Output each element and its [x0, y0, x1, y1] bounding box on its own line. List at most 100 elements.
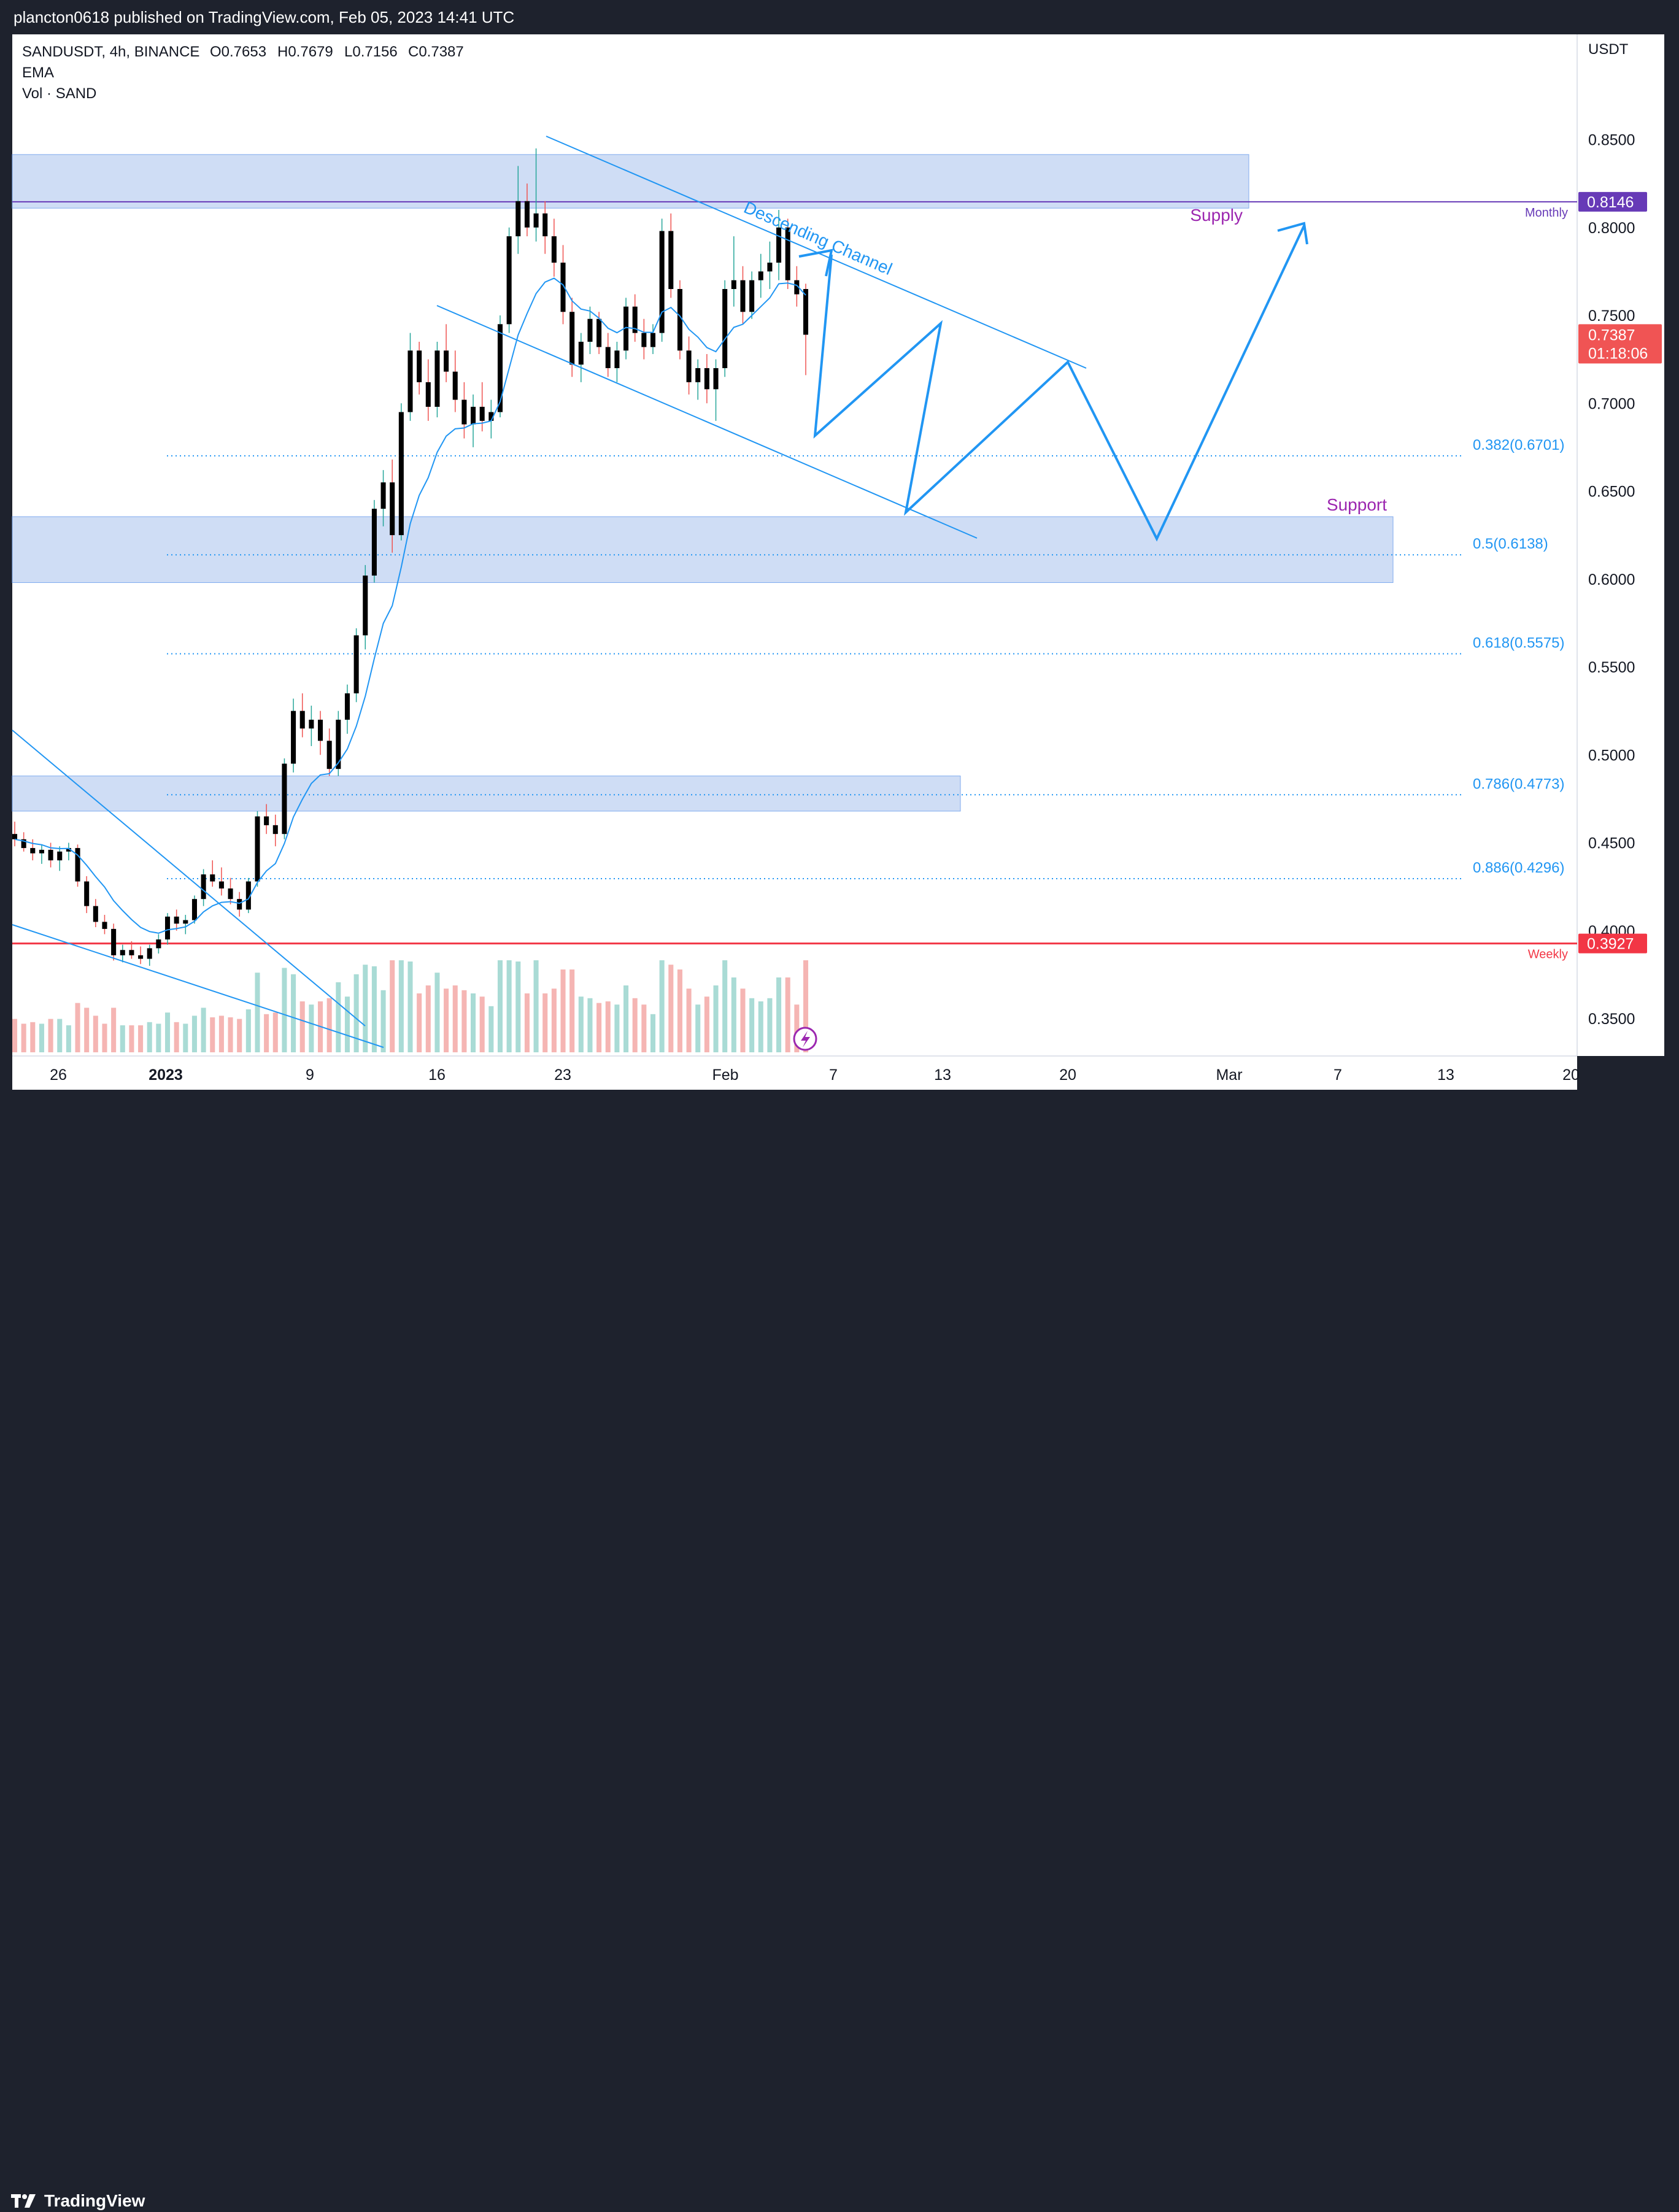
candle-body: [48, 849, 53, 861]
zone-label: Supply: [1190, 206, 1243, 225]
candle-body: [326, 741, 332, 769]
time-axis[interactable]: [12, 1056, 1577, 1090]
candle-body: [605, 347, 611, 368]
candle-body: [803, 289, 809, 335]
volume-bar: [299, 1001, 305, 1052]
candle-body: [336, 719, 341, 769]
candle-body: [264, 816, 269, 825]
level-badge-value: 0.3927: [1587, 936, 1634, 953]
volume-bar: [363, 965, 368, 1052]
volume-bar: [21, 1023, 26, 1052]
volume-bar: [309, 1004, 314, 1052]
time-tick: 20: [1562, 1066, 1580, 1084]
ema-line: [14, 277, 806, 934]
tradingview-logo[interactable]: TradingView: [11, 2191, 145, 2211]
volume-bar: [93, 1015, 98, 1052]
volume-bar: [668, 965, 674, 1052]
price-tick: 0.8000: [1588, 220, 1635, 237]
time-tick: 16: [428, 1066, 446, 1084]
wedge-upper-line[interactable]: [12, 730, 366, 1027]
zone-box[interactable]: [12, 776, 961, 812]
candle-body: [452, 371, 458, 400]
volume-bar: [129, 1025, 134, 1052]
candle-body: [66, 848, 71, 852]
zone-box[interactable]: [12, 154, 1249, 209]
candle-body: [371, 509, 377, 576]
candle-body: [344, 693, 350, 720]
volume-bar: [336, 982, 341, 1052]
volume-bar: [740, 988, 746, 1052]
legend-close: C0.7387: [408, 44, 464, 60]
candle-body: [425, 382, 431, 407]
time-tick: 13: [934, 1066, 951, 1084]
candle-body: [156, 939, 161, 949]
volume-bar: [407, 961, 413, 1052]
time-tick: 20: [1059, 1066, 1076, 1084]
volume-bar: [39, 1023, 44, 1052]
level-badge: [1578, 933, 1647, 954]
volume-bar: [596, 1003, 602, 1052]
candle-body: [218, 881, 224, 888]
projection-arrowhead-2: [1277, 222, 1308, 245]
candle-body: [75, 848, 80, 882]
volume-bar: [147, 1022, 152, 1052]
candle-body: [578, 341, 584, 365]
last-price-badge: [1578, 324, 1662, 364]
candle-body: [299, 711, 305, 729]
volume-bar: [461, 990, 467, 1052]
bolt-icon[interactable]: [793, 1027, 817, 1051]
volume-bar: [102, 1023, 107, 1052]
volume-bar: [326, 998, 332, 1052]
price-tick: 0.5000: [1588, 747, 1635, 764]
candle-body: [164, 916, 171, 940]
candle-body: [794, 280, 800, 295]
volume-bar: [84, 1008, 90, 1052]
candle-body: [147, 948, 152, 959]
price-axis[interactable]: [1577, 34, 1664, 1056]
volume-bar: [201, 1008, 206, 1052]
volume-bar: [533, 960, 539, 1052]
wedge-lower-line[interactable]: [12, 924, 384, 1048]
volume-bar: [722, 960, 728, 1052]
candle-body: [731, 280, 736, 290]
zone-box[interactable]: [12, 516, 1394, 583]
price-chart[interactable]: Supply Support 0.382(0.6701) 0.5(0.6138) 0.…: [0, 0, 1679, 1090]
volume-bar: [623, 985, 629, 1052]
volume-bar: [380, 990, 386, 1052]
volume-bar: [48, 1019, 53, 1052]
candle-body: [39, 849, 44, 854]
projection-path[interactable]: [813, 225, 1305, 542]
volume-bar: [264, 1014, 269, 1052]
volume-bar: [156, 1023, 161, 1052]
candle-body: [650, 333, 656, 347]
candle-body: [255, 816, 260, 882]
candle-body: [668, 231, 674, 290]
candle-body: [632, 306, 638, 333]
candle-body: [659, 231, 665, 333]
candle-body: [713, 368, 719, 390]
candle-body: [21, 839, 26, 849]
candle-body: [560, 263, 566, 312]
volume-bar: [704, 996, 709, 1052]
tradingview-brand: TradingView: [44, 2191, 145, 2210]
time-tick: 7: [1334, 1066, 1342, 1084]
fib-label: 0.382(0.6701): [1473, 437, 1564, 453]
volume-bar: [551, 988, 557, 1052]
volume-bar: [767, 998, 773, 1052]
candle-body: [84, 881, 90, 906]
legend-ema: EMA: [22, 64, 54, 81]
price-tick: 0.3500: [1588, 1011, 1635, 1028]
volume-bar: [228, 1017, 233, 1052]
volume-bar: [344, 996, 350, 1052]
volume-bar: [578, 996, 584, 1052]
candle-body: [228, 888, 233, 900]
volume-bar: [686, 988, 692, 1052]
legend-high: H0.7679: [277, 44, 333, 60]
candle-body: [704, 368, 709, 390]
candle-body: [201, 874, 206, 900]
candle-body: [291, 711, 296, 764]
volume-bar: [524, 993, 530, 1052]
price-tick: 0.6500: [1588, 484, 1635, 501]
candle-body: [695, 368, 701, 382]
channel-lower-line[interactable]: [436, 305, 978, 539]
